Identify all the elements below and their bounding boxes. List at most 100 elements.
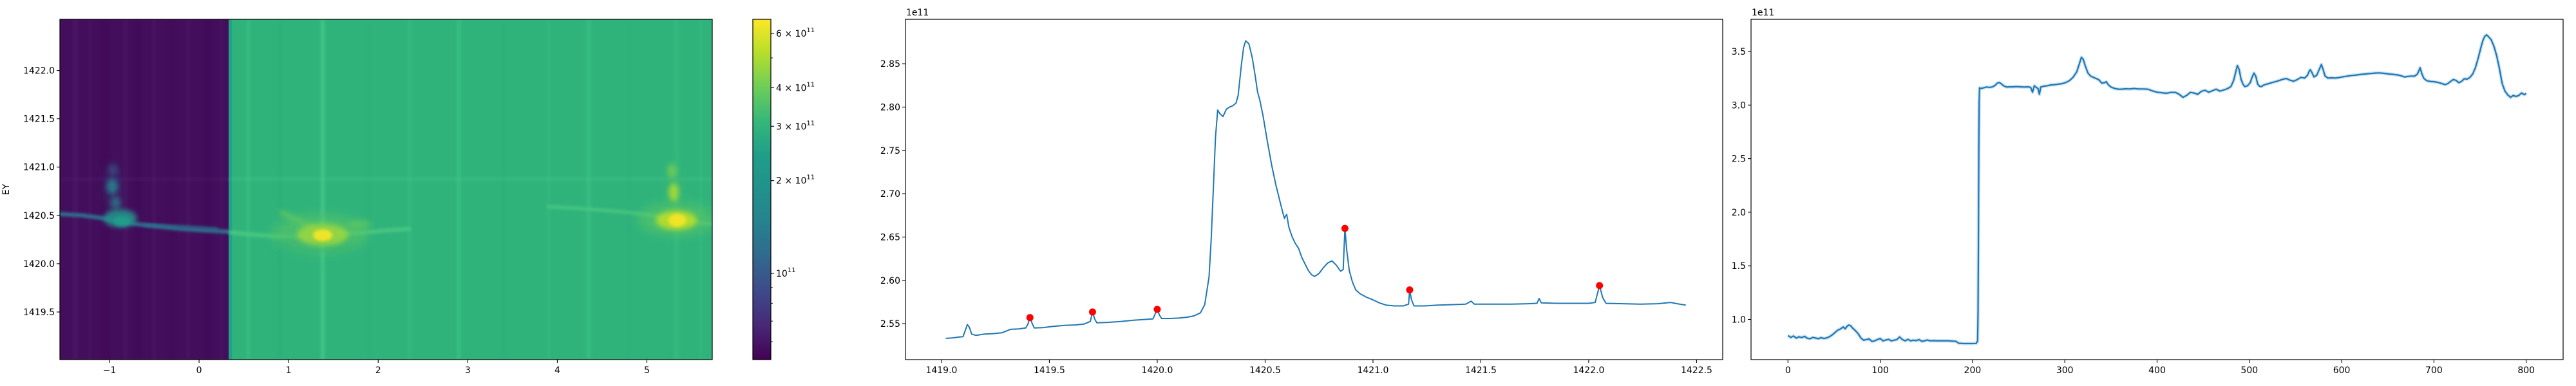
right-line-chart: 0 100 200 300 400 500 600 700 800 3.5 3.0 2.5 2.0 1.5… [1732, 8, 2564, 376]
x-tick-label: 1 [286, 365, 292, 376]
heatmap-blob [667, 163, 677, 178]
x-tick-label: 2 [375, 365, 381, 376]
x-tick-label: 1419.5 [1034, 365, 1065, 376]
y-tick-label: 2.60 [880, 276, 900, 286]
heatmap-stripe [321, 19, 325, 360]
heatmap-blob [108, 164, 118, 176]
middle-line-chart: 1419.0 1419.5 1420.0 1420.5 1421.0 1421.5 1422… [880, 8, 1723, 376]
y-tick-label: 1.0 [1732, 315, 1746, 326]
series-line [945, 40, 1686, 339]
y-axis-label: EY [1, 183, 12, 195]
axes-frame [905, 19, 1723, 360]
colorbar-tick-label: 6 × 1011 [776, 27, 815, 39]
colorbar-tick-label: 2 × 1011 [776, 174, 815, 187]
x-tick-label: 800 [2517, 365, 2535, 376]
x-tick-label: 500 [2240, 365, 2258, 376]
peak-marker [1406, 286, 1414, 294]
heatmap-blob [110, 196, 121, 210]
y-tick-label: 2.75 [880, 146, 900, 156]
heatmap-row [60, 178, 229, 181]
y-tick-label: 3.0 [1732, 100, 1746, 111]
x-tick-label: 1420.5 [1249, 365, 1281, 376]
colorbar-label-exponent: 11 [788, 267, 796, 274]
x-tick-label: 1422.0 [1573, 365, 1604, 376]
peak-marker [1088, 308, 1096, 316]
x-tick-label: 0 [1785, 365, 1791, 376]
colorbar-label-exponent: 11 [806, 81, 815, 88]
heatmap-stripe [368, 19, 371, 360]
y-tick-label: 2.70 [880, 189, 900, 199]
heatmap-ridge [144, 223, 219, 231]
y-tick-label: 1420.0 [23, 259, 55, 270]
x-tick-label: 200 [1964, 365, 1982, 376]
peak-marker [1341, 225, 1349, 232]
peak-marker [1596, 282, 1604, 290]
heatmap-stripe [547, 19, 550, 360]
x-tick-label: 1419.0 [925, 365, 957, 376]
colorbar-label-main: 2 × 10 [776, 176, 806, 187]
colorbar-tick-label: 1011 [776, 267, 796, 279]
x-tick-label: 3 [465, 365, 471, 376]
heatmap-stripe [247, 19, 251, 360]
heatmap-blob [668, 214, 687, 227]
y-tick-label: 1421.5 [23, 115, 55, 125]
heatmap-stripe [456, 19, 461, 360]
heatmap-stripe [627, 19, 630, 360]
heatmap-stripe [699, 19, 702, 360]
axis-offset-text: 1e11 [1752, 8, 1774, 18]
peak-marker [1026, 314, 1034, 322]
heatmap-stripe [134, 19, 142, 360]
heatmap-stripe [169, 19, 176, 360]
x-tick-label: 4 [554, 365, 560, 376]
heatmap-boundary [229, 19, 232, 360]
y-tick-label: 2.65 [880, 232, 900, 243]
heatmap-stripe [586, 19, 591, 360]
heatmap-stripe [204, 19, 213, 360]
heatmap-blob [348, 220, 372, 228]
x-tick-label: 400 [2148, 365, 2166, 376]
heatmap-image [60, 19, 712, 360]
x-tick-label: 300 [2056, 365, 2074, 376]
y-tick-label: 1421.0 [23, 163, 55, 173]
heatmap-stripe [123, 19, 129, 360]
heatmap-row [229, 178, 712, 181]
heatmap-stripe [278, 19, 281, 360]
x-tick-label: 1421.5 [1465, 365, 1497, 376]
colorbar-label-main: 4 × 10 [776, 83, 806, 93]
colorbar-label-exponent: 11 [806, 27, 815, 34]
y-tick-label: 3.5 [1732, 47, 1746, 57]
y-tick-label: 2.5 [1732, 154, 1746, 165]
colorbar-tick-label: 3 × 1011 [776, 120, 815, 132]
colorbar-label-main: 10 [776, 269, 788, 279]
heatmap-ridge [60, 212, 231, 234]
x-tick-label: 1420.0 [1141, 365, 1173, 376]
y-tick-label: 1419.5 [23, 308, 55, 318]
y-tick-label: 2.55 [880, 319, 900, 329]
colorbar-tick-label: 4 × 1011 [776, 81, 815, 93]
y-tick-label: 1422.0 [23, 66, 55, 77]
heatmap-stripe [408, 19, 411, 360]
heatmap-stripe [219, 19, 223, 360]
heatmap-stripe [88, 19, 92, 360]
axes-frame [59, 19, 713, 360]
x-tick-label: 1421.0 [1357, 365, 1388, 376]
heatmap-blob [668, 183, 679, 201]
colorbar-label-main: 3 × 10 [776, 122, 806, 132]
series-line [1787, 34, 2527, 345]
y-tick-label: 2.80 [880, 102, 900, 113]
y-tick-label: 2.85 [880, 59, 900, 69]
x-tick-label: 700 [2425, 365, 2443, 376]
axes-frame [1750, 19, 2564, 360]
series-halo [1786, 33, 2528, 345]
colorbar-label-exponent: 11 [806, 174, 815, 181]
heatmap-stripe [152, 19, 157, 360]
axis-offset-text: 1e11 [906, 8, 929, 18]
heatmap-panel: −1 0 1 2 3 4 5 1422.0 1421.5 1421.0 1420.5 1420.0 14… [1, 19, 713, 376]
peak-marker [1153, 306, 1161, 313]
x-tick-label: 5 [644, 365, 650, 376]
heatmap-stripe [502, 19, 505, 360]
heatmap-region [60, 19, 229, 360]
